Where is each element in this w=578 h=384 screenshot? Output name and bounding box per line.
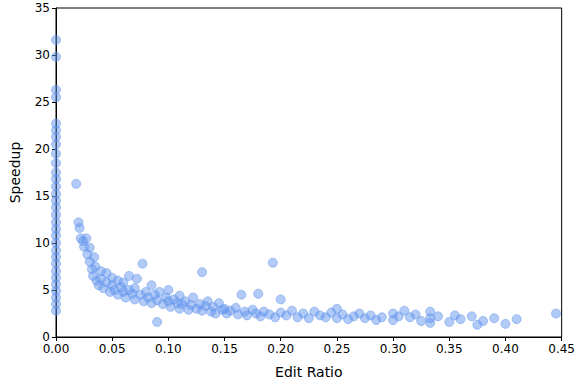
svg-text:0.00: 0.00 — [43, 342, 70, 356]
svg-text:Edit Ratio: Edit Ratio — [275, 364, 343, 380]
svg-text:5: 5 — [42, 283, 50, 297]
svg-text:0.20: 0.20 — [267, 342, 294, 356]
svg-text:0.40: 0.40 — [492, 342, 519, 356]
svg-text:10: 10 — [35, 236, 50, 250]
svg-text:0.45: 0.45 — [548, 342, 575, 356]
svg-text:30: 30 — [35, 48, 50, 62]
svg-text:35: 35 — [35, 1, 50, 15]
svg-text:25: 25 — [35, 95, 50, 109]
svg-text:20: 20 — [35, 142, 50, 156]
svg-text:15: 15 — [35, 189, 50, 203]
svg-text:0.25: 0.25 — [324, 342, 351, 356]
svg-text:0: 0 — [42, 330, 50, 344]
svg-text:0.15: 0.15 — [211, 342, 238, 356]
svg-text:0.35: 0.35 — [436, 342, 463, 356]
svg-text:Speedup: Speedup — [7, 142, 23, 204]
svg-text:0.10: 0.10 — [155, 342, 182, 356]
svg-text:0.30: 0.30 — [380, 342, 407, 356]
svg-text:0.05: 0.05 — [99, 342, 126, 356]
